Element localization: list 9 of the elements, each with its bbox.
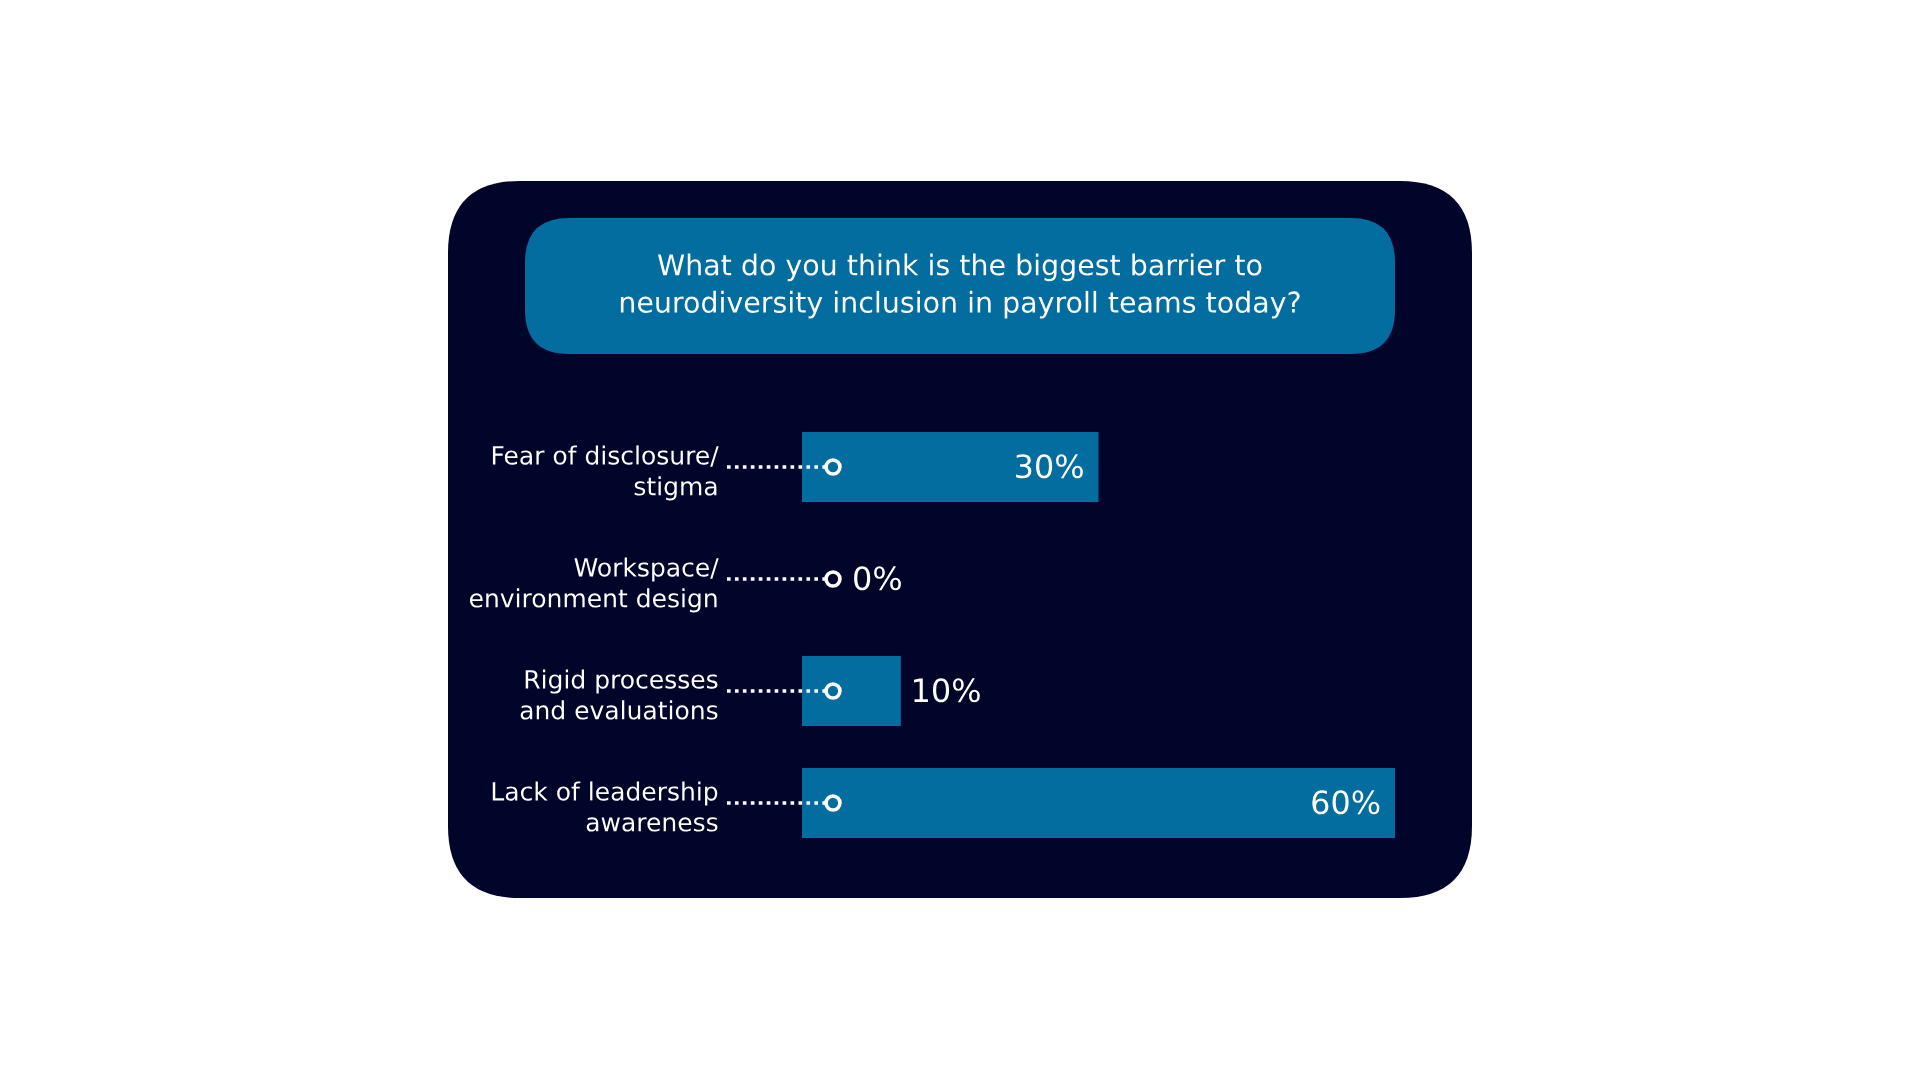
y-tick-label: Workspace/ environment design [469, 557, 719, 613]
data-label: 60% [1312, 790, 1380, 815]
chart-title: What do you think is the biggest barrier to neurodiversity inclusion in payroll teams today? [620, 253, 1300, 319]
data-label: 30% [1016, 454, 1083, 479]
y-tick-label: Lack of leadership awareness [492, 781, 718, 832]
y-tick-label: Fear of disclosure/ stigma [492, 445, 719, 501]
data-label: 10% [914, 678, 980, 703]
y-tick-label: Rigid processes and evaluations [520, 669, 718, 720]
data-label: 0% [854, 566, 901, 591]
